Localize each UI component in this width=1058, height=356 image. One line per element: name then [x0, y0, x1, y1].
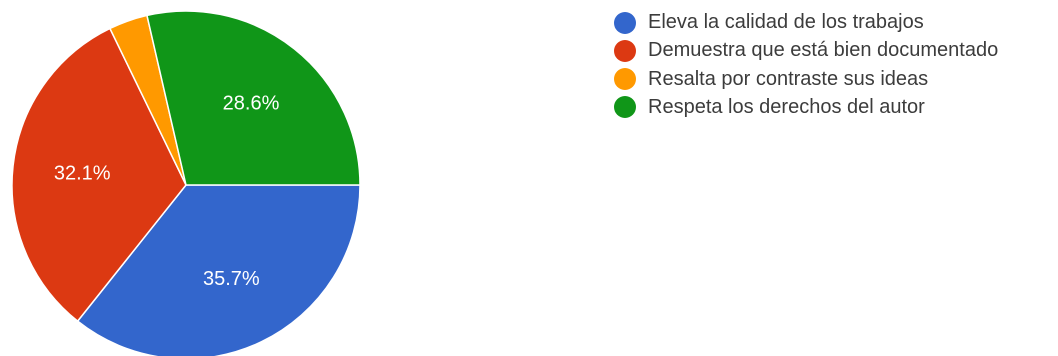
pie-slice-1: [11, 27, 187, 322]
slice-value-label: 35.7%: [203, 268, 260, 290]
pie-slice-0: [76, 184, 361, 356]
slice-value-label: 28.6%: [223, 92, 280, 114]
legend-label: Demuestra que está bien documentado: [648, 39, 999, 62]
pie-labels: 35.7% 32.1% 28.6%: [54, 92, 280, 290]
legend-swatch: [614, 11, 636, 34]
chart-legend: Eleva la calidad de los trabajos Demuestr…: [614, 9, 998, 122]
legend-swatch: [614, 68, 636, 91]
legend-item: Eleva la calidad de los trabajos: [614, 9, 998, 36]
legend-label: Respeta los derechos del autor: [648, 95, 925, 118]
legend-label: Resalta por contraste sus ideas: [648, 67, 929, 90]
legend-item: Demuestra que está bien documentado: [614, 37, 998, 64]
legend-label: Eleva la calidad de los trabajos: [648, 11, 924, 33]
legend-swatch: [614, 39, 636, 62]
slice-value-label: 32.1%: [54, 163, 111, 185]
pie-slice-3: [146, 10, 361, 186]
legend-swatch: [614, 96, 636, 119]
legend-item: Resalta por contraste sus ideas: [614, 66, 998, 93]
legend-item: Respeta los derechos del autor: [614, 94, 998, 121]
pie-slices: [11, 10, 361, 356]
